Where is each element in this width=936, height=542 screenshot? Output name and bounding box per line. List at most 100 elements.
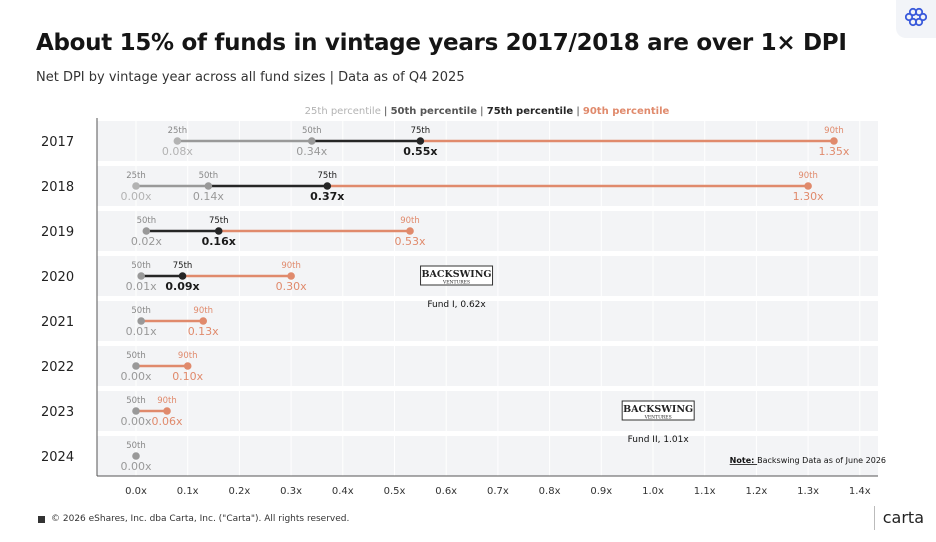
corner-badge[interactable] — [896, 0, 936, 38]
percentile-label: 25th — [168, 126, 188, 136]
chart-title: About 15% of funds in vintage years 2017… — [36, 30, 847, 56]
data-point — [416, 137, 425, 145]
data-point — [132, 362, 140, 370]
row-year-label: 2017 — [41, 135, 74, 150]
legend-separator: | — [381, 106, 391, 117]
legend-item: 90th percentile — [583, 106, 670, 117]
x-tick-label: 0.1x — [177, 486, 199, 497]
data-point — [204, 182, 213, 190]
row-band — [97, 301, 878, 341]
data-point — [132, 452, 140, 460]
logo-text: BACKSWING — [422, 269, 492, 280]
annotation-label: Fund I, 0.62x — [427, 300, 486, 310]
data-point — [214, 227, 223, 235]
value-label: 0.01x — [126, 280, 157, 293]
data-point — [804, 182, 812, 190]
data-point — [132, 407, 140, 415]
footer: © 2026 eShares, Inc. dba Carta, Inc. ("C… — [38, 514, 349, 524]
logo-subtext: VENTURES — [644, 415, 672, 421]
data-point — [830, 137, 838, 145]
note: Note: Backswing Data as of June 2026 — [730, 456, 886, 465]
x-tick-label: 0.9x — [590, 486, 612, 497]
percentile-label: 90th — [157, 396, 177, 406]
value-label: 0.00x — [120, 190, 151, 203]
percentile-label: 50th — [131, 306, 151, 316]
backswing-logo — [420, 265, 494, 286]
x-tick-label: 1.2x — [745, 486, 767, 497]
backswing-logo — [621, 400, 695, 421]
legend-separator: | — [573, 106, 583, 117]
percentile-label: 90th — [798, 171, 818, 181]
percentile-label: 50th — [137, 216, 157, 226]
percentile-label: 50th — [126, 441, 146, 451]
percentile-label: 25th — [126, 171, 146, 181]
copyright-text: © 2026 eShares, Inc. dba Carta, Inc. ("C… — [51, 514, 350, 524]
x-tick-label: 0.2x — [228, 486, 250, 497]
percentile-label: 50th — [126, 396, 146, 406]
flower-icon — [904, 6, 928, 32]
value-label: 0.08x — [162, 145, 193, 158]
annotation-label: Fund II, 1.01x — [628, 435, 690, 445]
data-point — [132, 182, 140, 190]
legend-item: 50th percentile — [391, 106, 478, 117]
row-year-label: 2019 — [41, 225, 74, 240]
percentile-label: 75th — [173, 261, 193, 271]
percentile-label: 50th — [199, 171, 219, 181]
row-year-label: 2021 — [41, 315, 74, 330]
x-tick-label: 1.4x — [849, 486, 871, 497]
row-year-label: 2022 — [41, 360, 74, 375]
x-tick-label: 0.4x — [332, 486, 354, 497]
percentile-label: 75th — [209, 216, 229, 226]
value-label: 0.55x — [403, 145, 437, 158]
row-band — [97, 391, 878, 431]
data-point — [199, 317, 208, 325]
value-label: 0.10x — [172, 370, 203, 383]
percentile-label: 75th — [318, 171, 338, 181]
percentile-label: 50th — [126, 351, 146, 361]
percentile-label: 90th — [193, 306, 213, 316]
value-label: 0.02x — [131, 235, 162, 248]
value-label: 0.37x — [310, 190, 344, 203]
value-label: 0.00x — [120, 415, 151, 428]
value-label: 1.35x — [818, 145, 849, 158]
data-point — [178, 272, 187, 280]
logo-subtext: VENTURES — [442, 280, 470, 286]
percentile-label: 90th — [281, 261, 301, 271]
percentile-label: 50th — [131, 261, 151, 271]
legend-item: 75th percentile — [487, 106, 574, 117]
value-label: 0.09x — [165, 280, 199, 293]
legend-item: 25th percentile — [305, 106, 381, 117]
chart-subtitle: Net DPI by vintage year across all fund … — [36, 70, 465, 85]
data-point — [183, 362, 192, 370]
row-band — [97, 436, 878, 476]
value-label: 0.16x — [202, 235, 236, 248]
value-label: 0.00x — [120, 460, 151, 473]
value-label: 0.30x — [276, 280, 307, 293]
value-label: 0.13x — [188, 325, 219, 338]
data-point — [137, 317, 145, 325]
value-label: 0.53x — [395, 235, 426, 248]
percentile-label: 90th — [824, 126, 844, 136]
note-text: Backswing Data as of June 2026 — [757, 456, 886, 465]
x-tick-label: 0.0x — [125, 486, 147, 497]
row-year-label: 2024 — [41, 450, 74, 465]
value-label: 0.06x — [152, 415, 183, 428]
legend: 25th percentile | 50th percentile | 75th… — [305, 106, 670, 117]
data-point — [287, 272, 295, 280]
x-tick-label: 0.8x — [539, 486, 561, 497]
percentile-label: 90th — [178, 351, 198, 361]
data-point — [137, 272, 145, 280]
logo-text: BACKSWING — [623, 404, 693, 415]
percentile-label: 75th — [411, 126, 431, 136]
x-tick-label: 1.0x — [642, 486, 664, 497]
row-band — [97, 346, 878, 386]
percentile-label: 50th — [302, 126, 322, 136]
data-point — [173, 137, 182, 145]
data-point — [142, 227, 151, 235]
legend-separator: | — [477, 106, 487, 117]
x-tick-label: 1.1x — [694, 486, 716, 497]
row-year-label: 2023 — [41, 405, 74, 420]
value-label: 0.14x — [193, 190, 224, 203]
row-year-label: 2020 — [41, 270, 74, 285]
